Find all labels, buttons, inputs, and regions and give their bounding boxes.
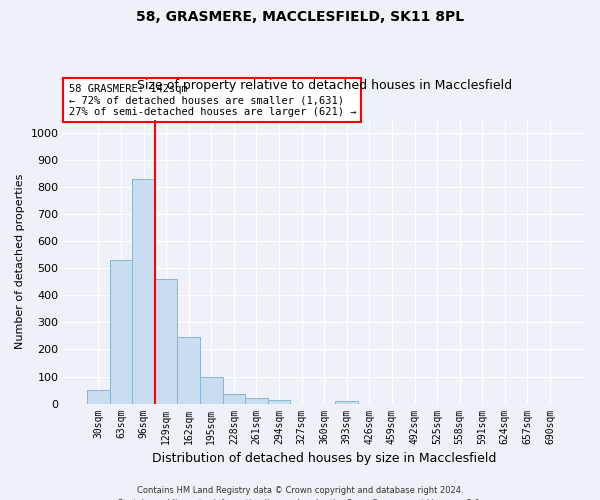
Bar (268, 400, 290, 404)
Bar (223, 394, 245, 404)
Bar (178, 338, 200, 404)
Bar (110, 260, 132, 404)
Bar (87, 390, 110, 404)
Text: Contains public sector information licensed under the Open Government Licence v3: Contains public sector information licen… (118, 498, 482, 500)
Bar (335, 401, 358, 404)
Title: Size of property relative to detached houses in Macclesfield: Size of property relative to detached ho… (137, 79, 512, 92)
Bar (245, 398, 268, 404)
Text: 58, GRASMERE, MACCLESFIELD, SK11 8PL: 58, GRASMERE, MACCLESFIELD, SK11 8PL (136, 10, 464, 24)
Text: 58 GRASMERE: 142sqm
← 72% of detached houses are smaller (1,631)
27% of semi-det: 58 GRASMERE: 142sqm ← 72% of detached ho… (68, 84, 356, 116)
Y-axis label: Number of detached properties: Number of detached properties (15, 174, 25, 349)
X-axis label: Distribution of detached houses by size in Macclesfield: Distribution of detached houses by size … (152, 452, 496, 465)
Bar (155, 279, 178, 404)
Text: Contains HM Land Registry data © Crown copyright and database right 2024.: Contains HM Land Registry data © Crown c… (137, 486, 463, 495)
Bar (200, 378, 223, 404)
Bar (132, 179, 155, 404)
